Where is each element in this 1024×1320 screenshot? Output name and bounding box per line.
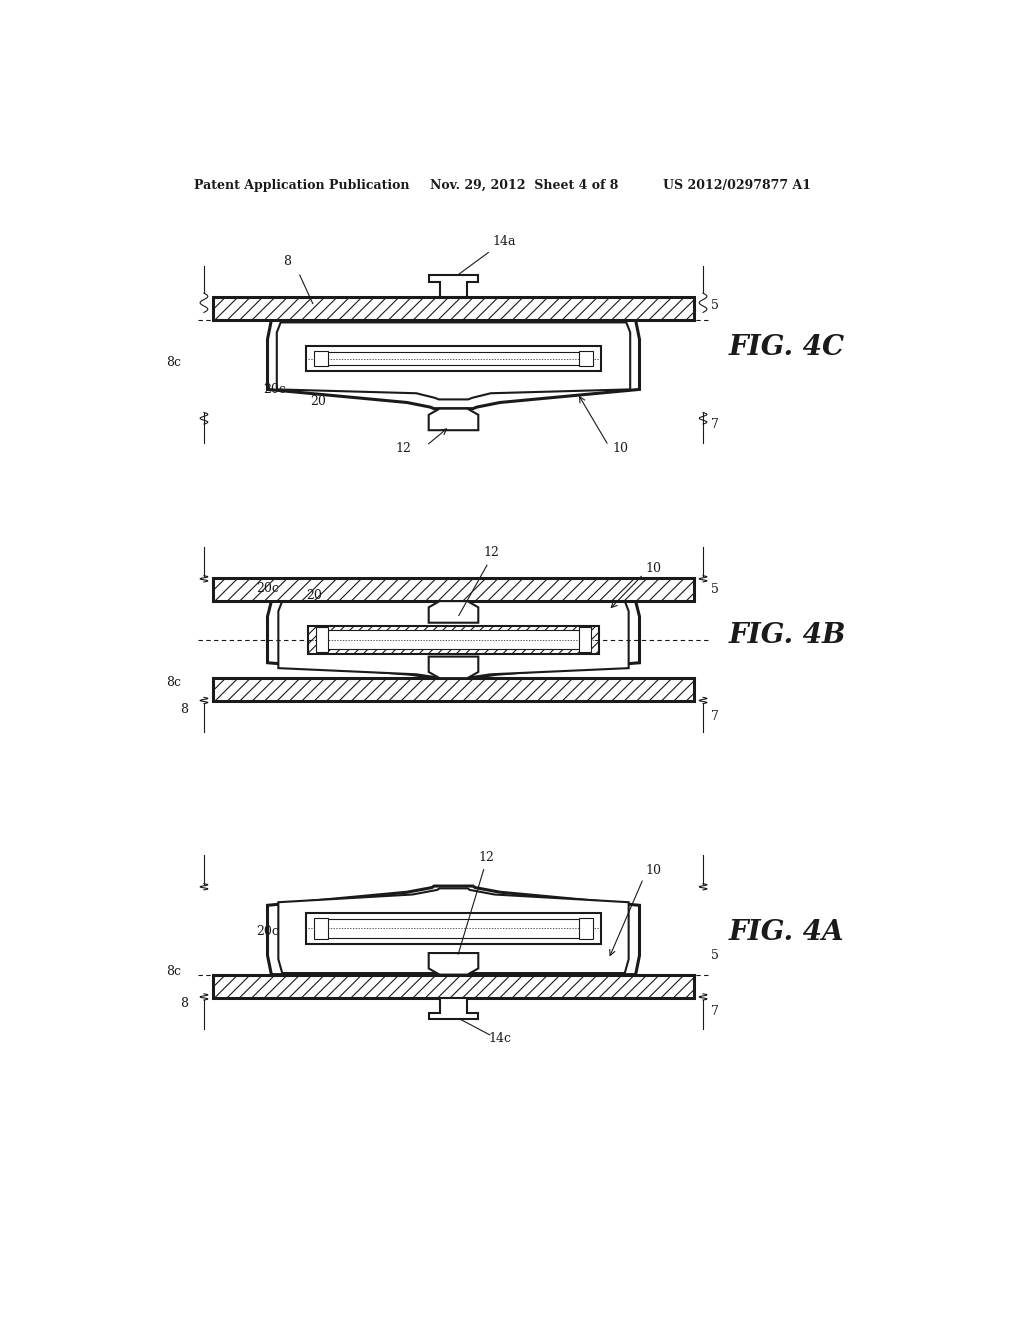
Text: US 2012/0297877 A1: US 2012/0297877 A1 <box>663 178 811 191</box>
Text: FIG. 4C: FIG. 4C <box>729 334 845 360</box>
Text: 10: 10 <box>612 442 629 455</box>
Polygon shape <box>267 886 640 974</box>
Text: 10: 10 <box>646 865 662 878</box>
Text: 14c: 14c <box>488 1032 511 1045</box>
Text: 8c: 8c <box>166 965 180 978</box>
Text: 7: 7 <box>711 1005 719 1018</box>
Text: 8: 8 <box>283 255 291 268</box>
Text: 20c: 20c <box>256 582 279 595</box>
Text: FIG. 4A: FIG. 4A <box>729 919 844 945</box>
Polygon shape <box>429 409 478 430</box>
Text: 8: 8 <box>180 997 188 1010</box>
Text: 12: 12 <box>395 442 411 455</box>
Polygon shape <box>213 297 693 321</box>
Text: 5: 5 <box>711 583 719 597</box>
Bar <box>322 919 586 937</box>
Text: 7: 7 <box>711 710 719 723</box>
Text: 20c: 20c <box>256 924 279 937</box>
Polygon shape <box>429 998 478 1019</box>
Polygon shape <box>308 626 599 653</box>
Polygon shape <box>276 322 630 400</box>
Polygon shape <box>213 578 693 601</box>
Text: Patent Application Publication: Patent Application Publication <box>194 178 410 191</box>
Bar <box>579 917 593 940</box>
Bar <box>322 631 586 649</box>
Text: 20: 20 <box>306 589 323 602</box>
Polygon shape <box>213 678 693 701</box>
Polygon shape <box>429 656 478 678</box>
Text: 5: 5 <box>711 949 719 962</box>
Polygon shape <box>429 601 478 623</box>
Text: Nov. 29, 2012  Sheet 4 of 8: Nov. 29, 2012 Sheet 4 of 8 <box>430 178 618 191</box>
Polygon shape <box>213 974 693 998</box>
Polygon shape <box>429 953 478 974</box>
Polygon shape <box>267 321 640 409</box>
Text: 7: 7 <box>711 418 719 430</box>
Polygon shape <box>279 888 629 973</box>
Text: 20: 20 <box>310 933 326 946</box>
Text: 5: 5 <box>711 298 719 312</box>
Text: 8c: 8c <box>166 676 180 689</box>
Polygon shape <box>267 601 640 677</box>
Text: 8c: 8c <box>166 356 180 370</box>
Polygon shape <box>429 276 478 297</box>
Bar <box>314 351 328 367</box>
Bar <box>306 346 601 371</box>
Text: 20c: 20c <box>263 383 287 396</box>
Bar <box>315 627 328 652</box>
Bar <box>579 627 592 652</box>
Text: 8: 8 <box>180 702 188 715</box>
Polygon shape <box>279 601 629 677</box>
Text: 10: 10 <box>646 562 662 576</box>
Bar <box>314 917 328 940</box>
Text: 20: 20 <box>310 395 326 408</box>
Bar <box>579 351 593 367</box>
Bar <box>322 352 586 364</box>
Text: 12: 12 <box>483 546 499 560</box>
Text: 14a: 14a <box>493 235 516 248</box>
Text: FIG. 4B: FIG. 4B <box>729 622 846 649</box>
Bar <box>306 913 601 944</box>
Text: 12: 12 <box>478 851 495 865</box>
